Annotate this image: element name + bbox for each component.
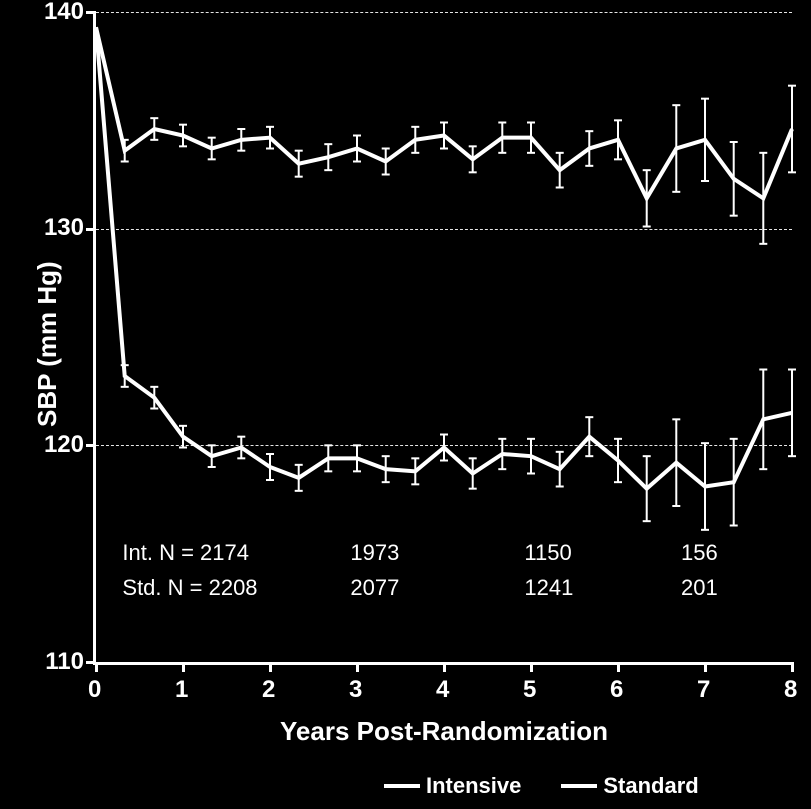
n-label: 2077 <box>350 575 399 601</box>
legend-item-intensive: Intensive <box>384 773 521 799</box>
legend-label-standard: Standard <box>603 773 698 799</box>
legend-swatch-intensive <box>384 784 420 788</box>
n-label: Std. N = 2208 <box>122 575 257 601</box>
n-label: 1973 <box>350 540 399 566</box>
n-label: 1241 <box>524 575 573 601</box>
n-label: 1150 <box>524 540 571 566</box>
legend-item-standard: Standard <box>561 773 698 799</box>
legend-label-intensive: Intensive <box>426 773 521 799</box>
n-label: 156 <box>681 540 718 566</box>
n-label: 201 <box>681 575 718 601</box>
sbp-line-chart: 110120130140 012345678 SBP (mm Hg) Years… <box>0 0 811 809</box>
standard-line <box>96 27 792 198</box>
n-label: Int. N = 2174 <box>122 540 249 566</box>
intensive-line <box>96 27 792 489</box>
chart-lines-svg <box>0 0 811 809</box>
legend-swatch-standard <box>561 784 597 788</box>
legend: Intensive Standard <box>384 773 699 799</box>
